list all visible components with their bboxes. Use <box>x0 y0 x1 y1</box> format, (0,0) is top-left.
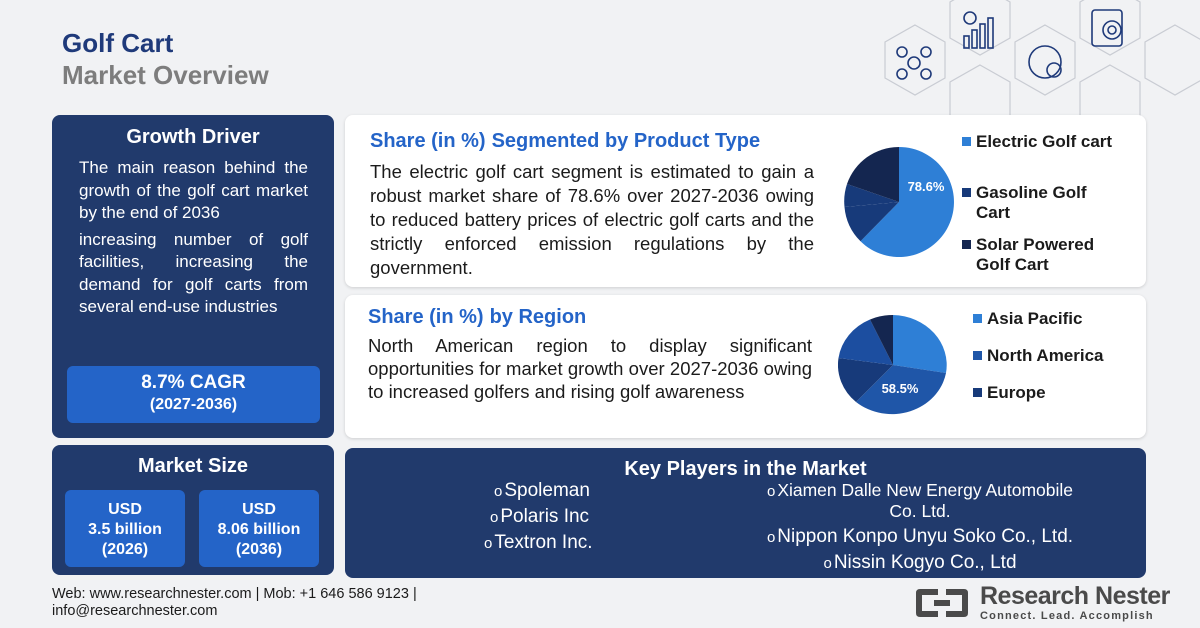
legend-swatch <box>962 240 971 249</box>
product-share-title-main: Segmented by Product Type <box>491 130 761 152</box>
pie-slice-north-america <box>856 365 946 415</box>
key-players-title: Key Players in the Market <box>624 458 867 480</box>
key-player-item: o Textron Inc. <box>484 532 593 553</box>
market-size-currency: USD <box>242 501 276 518</box>
legend-swatch <box>973 314 982 323</box>
pie-slice-gasoline-b <box>844 184 899 207</box>
bar-chart-icon <box>963 11 994 49</box>
logo-name: Research Nester <box>980 582 1170 610</box>
product-share-title: Share (in %) Segmented by Product Type <box>370 130 766 153</box>
market-size-box-2036: USD 8.06 billion (2036) <box>199 490 319 567</box>
growth-driver-title: Growth Driver <box>126 126 260 148</box>
market-size-year: (2026) <box>101 541 149 558</box>
legend-swatch <box>973 388 982 397</box>
region-share-title-main: by Region <box>489 306 587 328</box>
network-icon <box>896 46 932 80</box>
product-pie-label: 78.6% <box>908 179 945 194</box>
market-size-currency: USD <box>108 501 142 518</box>
pie-slice-asia-pacific <box>893 315 947 373</box>
market-size-title: Market Size <box>137 455 249 477</box>
key-player-item: o Xiamen Dalle New Energy Automobile <box>766 480 1074 500</box>
key-player-item-continued: Co. Ltd. <box>889 501 951 521</box>
pie-slice-rest <box>870 315 893 365</box>
legend-swatch <box>962 188 971 197</box>
market-size-value: 3.5 billion <box>88 521 162 538</box>
region-share-pie: 58.5% <box>838 315 947 415</box>
cagr-value: 8.7% CAGR <box>141 372 246 393</box>
clipboard-target-icon <box>1091 9 1123 47</box>
cagr-period: (2027-2036) <box>149 396 238 413</box>
page-title: Golf Cart <box>62 28 174 58</box>
region-share-title-prefix: Share (in %) <box>368 306 484 328</box>
growth-driver-paragraph-1: The main reason behind the growth of the… <box>79 158 308 222</box>
pie-slice-gasoline <box>844 202 899 242</box>
key-player-item: o Nippon Konpo Unyu Soko Co., Ltd. <box>766 526 1074 547</box>
pie-slice-solar <box>847 147 899 202</box>
legend-solar: Solar Powered Golf Cart <box>962 235 1132 275</box>
region-share-card <box>345 295 1146 438</box>
pie-slice-other <box>838 319 893 365</box>
legend-swatch <box>962 137 971 146</box>
growth-driver-paragraph-2: increasing number of golf facilities, in… <box>79 229 308 317</box>
region-pie-label: 58.5% <box>882 381 919 396</box>
key-player-item: o Polaris Inc <box>490 506 590 527</box>
footer-email[interactable]: info@researchnester.com <box>52 603 218 619</box>
key-player-item: o Nissin Kogyo Co., Ltd <box>823 552 1017 573</box>
product-share-text: The electric golf cart segment is estima… <box>370 161 814 278</box>
globe-money-icon <box>1028 45 1062 79</box>
legend-gasoline: Gasoline Golf Cart <box>962 183 1112 223</box>
region-share-title: Share (in %) by Region <box>368 306 592 329</box>
pie-slice-electric <box>860 147 954 257</box>
page-subtitle: Market Overview <box>62 60 269 90</box>
research-nester-logo-icon <box>916 589 968 617</box>
pie-slice-europe <box>838 358 893 402</box>
legend-swatch <box>973 351 982 360</box>
key-players-panel <box>345 448 1146 578</box>
product-share-title-prefix: Share (in %) <box>370 130 486 152</box>
cagr-box: 8.7% CAGR (2027-2036) <box>67 366 320 423</box>
footer-contact: Web: www.researchnester.com | Mob: +1 64… <box>52 586 417 620</box>
logo-tagline: Connect. Lead. Accomplish <box>980 610 1154 622</box>
key-player-item: o Spoleman <box>494 480 590 501</box>
market-size-value: 8.06 billion <box>217 521 301 538</box>
region-share-text: North American region to display signifi… <box>368 335 812 402</box>
growth-driver-text: The main reason behind the growth of the… <box>79 157 308 323</box>
product-share-pie: 78.6% <box>844 147 954 257</box>
product-share-card <box>345 115 1146 287</box>
market-size-year: (2036) <box>235 541 283 558</box>
hexagon-decoration-icon <box>884 0 1200 120</box>
footer-web-mobile[interactable]: Web: www.researchnester.com | Mob: +1 64… <box>52 586 417 602</box>
market-size-box-2026: USD 3.5 billion (2026) <box>65 490 185 567</box>
